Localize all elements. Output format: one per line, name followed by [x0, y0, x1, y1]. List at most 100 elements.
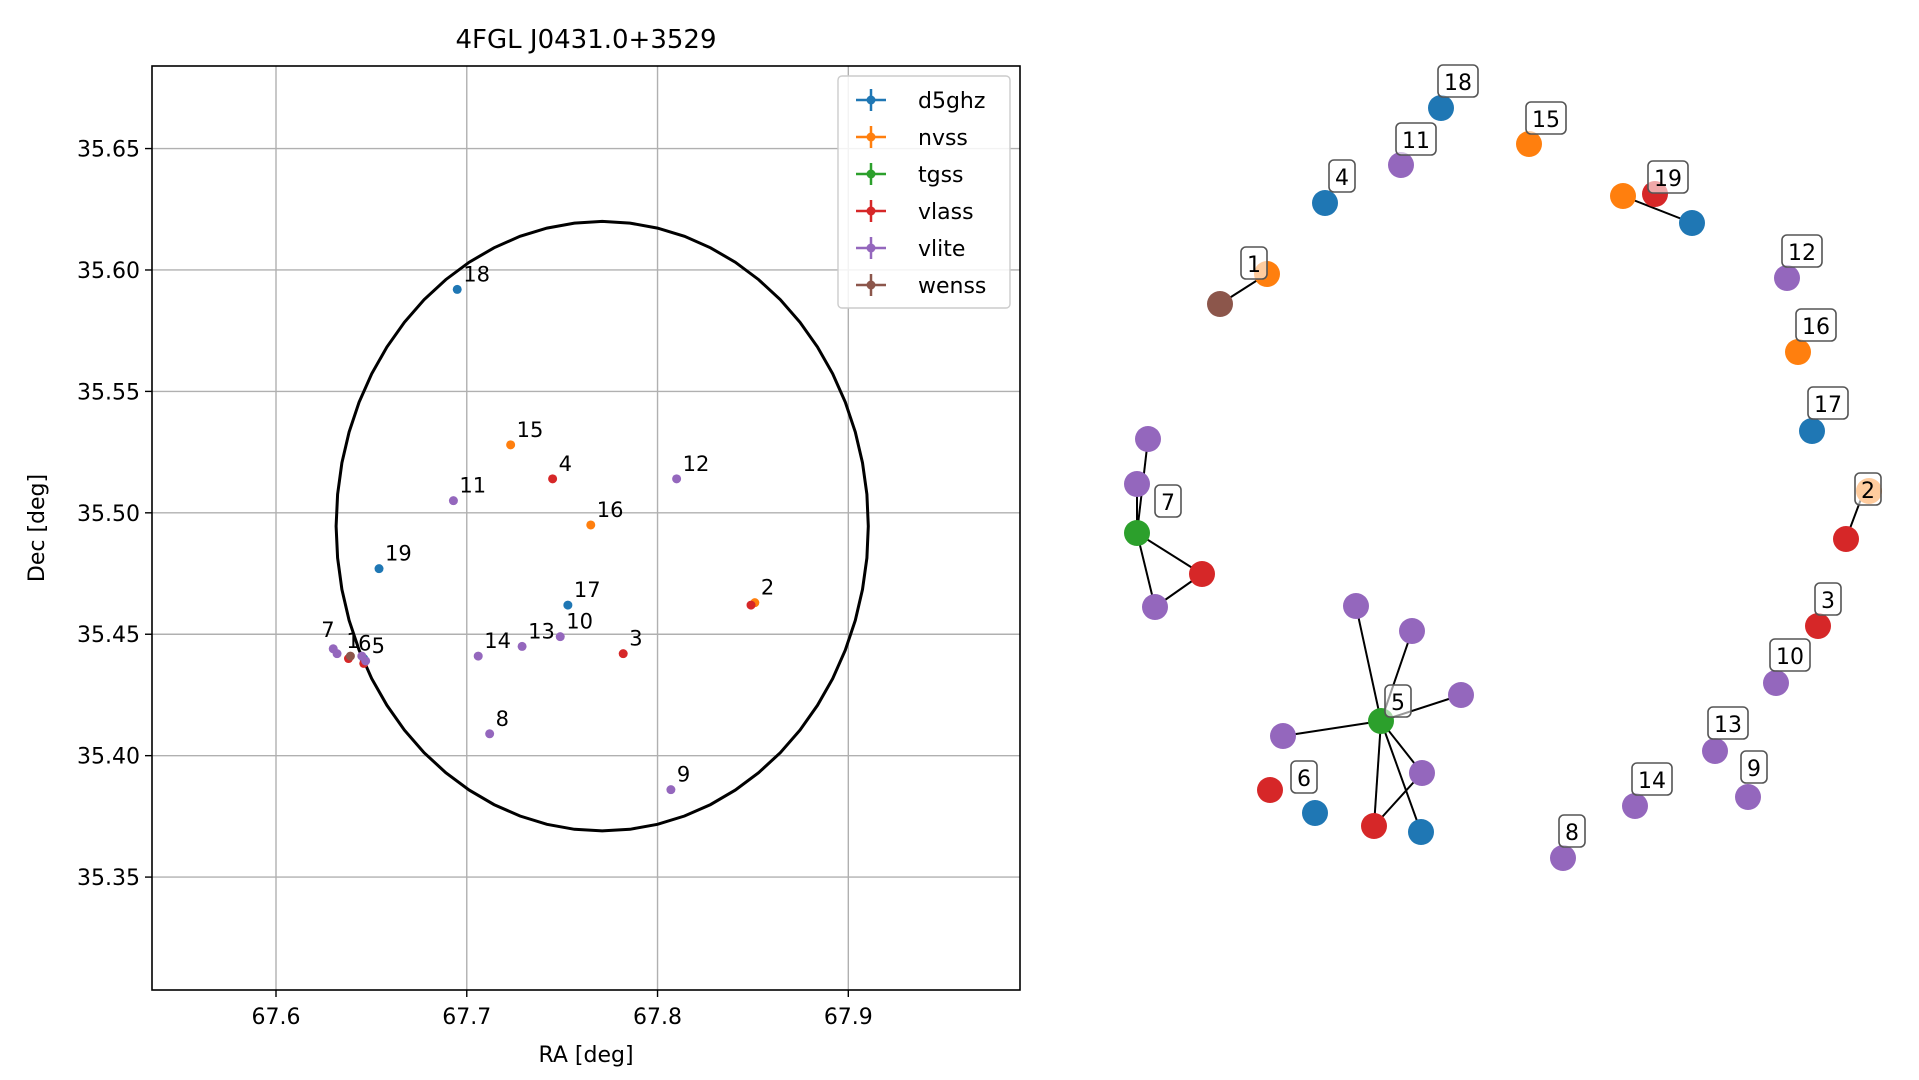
network-label-box	[1854, 472, 1882, 506]
network-label-box	[1807, 386, 1849, 420]
point-label: 8	[496, 707, 509, 731]
network-node-label: 3	[1821, 589, 1835, 614]
point-label: 17	[574, 578, 601, 602]
data-point-vlite	[555, 632, 565, 642]
network-label-box	[1328, 159, 1356, 193]
network-node-label: 17	[1814, 393, 1842, 418]
data-point-vlite	[357, 651, 367, 661]
uncertainty-ellipse	[334, 219, 870, 833]
network-node	[1189, 561, 1215, 587]
legend-marker-dot	[866, 169, 876, 179]
point-label: 11	[459, 474, 486, 498]
x-ticks: 67.6 67.7 67.8 67.9	[252, 990, 873, 1030]
network-label-box	[1769, 638, 1811, 672]
point-label: 7	[321, 618, 334, 642]
network-edge	[1373, 720, 1382, 827]
legend-marker-dot	[866, 206, 876, 216]
network-node	[1735, 784, 1761, 810]
network-node	[1799, 418, 1825, 444]
legend-item-wenss: wenss	[918, 274, 986, 299]
network-node	[1763, 670, 1789, 696]
data-point-vlass	[548, 474, 558, 484]
uncertainty-ellipse-layer	[334, 219, 870, 833]
y-ticks: 35.35 35.40 35.45 35.50 35.55 35.60 35.65	[77, 138, 152, 891]
legend-marker-dot	[866, 95, 876, 105]
network-node-label: 11	[1402, 129, 1430, 154]
x-tick-label: 67.9	[824, 1005, 873, 1030]
network-node-labels: 18 15 11 4 19 1 12 16 17 7 2 3 10 5 13 6 14 9 8	[1154, 64, 1882, 848]
network-node	[1702, 738, 1728, 764]
point-label: 13	[528, 619, 555, 643]
network-node-label: 13	[1714, 713, 1742, 738]
network-node	[1448, 682, 1474, 708]
data-point-d5ghz	[452, 284, 462, 294]
network-node	[1785, 339, 1811, 365]
legend: d5ghz nvss tgss vlass vlite wenss	[837, 75, 1011, 309]
network-node	[1833, 526, 1859, 552]
network-edge	[1355, 605, 1382, 722]
network-node-label: 14	[1638, 769, 1666, 794]
legend-item-d5ghz: d5ghz	[918, 89, 985, 114]
network-node-label: 1	[1247, 253, 1261, 278]
network-node-label: 9	[1747, 757, 1761, 782]
network-label-box	[1707, 706, 1749, 740]
network-node	[1409, 760, 1435, 786]
point-label: 3	[629, 627, 642, 651]
data-point-vlite	[672, 474, 682, 484]
network-node-label: 15	[1532, 108, 1560, 133]
network-node	[1124, 520, 1150, 546]
network-label-box	[1740, 750, 1768, 784]
network-node	[1622, 793, 1648, 819]
network-label-box	[1525, 101, 1567, 135]
data-point-vlite	[473, 651, 483, 661]
network-edge	[1380, 720, 1422, 833]
point-label: 19	[385, 542, 412, 566]
network-node-label: 4	[1335, 166, 1349, 191]
network-label-box	[1631, 762, 1673, 796]
network-node	[1550, 845, 1576, 871]
network-node	[1343, 593, 1369, 619]
network-node	[1516, 131, 1542, 157]
data-point-vlite	[666, 785, 676, 795]
network-label-box	[1154, 484, 1182, 518]
network-node	[1361, 813, 1387, 839]
data-point-wenss	[345, 651, 355, 661]
network-node-label: 6	[1297, 767, 1311, 792]
network-node-label: 16	[1802, 315, 1830, 340]
data-point-vlite	[517, 641, 527, 651]
network-node-label: 7	[1161, 491, 1175, 516]
legend-item-nvss: nvss	[918, 126, 968, 151]
y-tick-label: 35.35	[77, 866, 140, 891]
data-point-nvss	[586, 520, 596, 530]
network-node	[1270, 723, 1296, 749]
network-label-box	[1437, 64, 1479, 98]
network-node	[1610, 183, 1636, 209]
network-node	[1388, 152, 1414, 178]
legend-marker-dot	[866, 132, 876, 142]
network-node-label: 10	[1776, 645, 1804, 670]
legend-marker-dot	[866, 280, 876, 290]
network-node-label: 5	[1391, 691, 1405, 716]
point-label: 4	[559, 452, 572, 476]
network-label-box	[1795, 308, 1837, 342]
data-point-vlass	[746, 600, 756, 610]
network-node	[1774, 265, 1800, 291]
network-edge	[1282, 720, 1382, 737]
point-label: 5	[372, 634, 385, 658]
y-tick-label: 35.50	[77, 502, 140, 527]
data-point-d5ghz	[563, 600, 573, 610]
point-label: 14	[484, 629, 511, 653]
network-node	[1679, 210, 1705, 236]
network-label-box	[1384, 684, 1412, 718]
y-tick-label: 35.55	[77, 380, 140, 405]
legend-item-vlite: vlite	[918, 237, 965, 262]
points-layer	[328, 284, 760, 795]
point-label: 1	[346, 629, 359, 653]
network-node-label: 12	[1788, 241, 1816, 266]
y-tick-label: 35.40	[77, 745, 140, 770]
network-node	[1207, 291, 1233, 317]
